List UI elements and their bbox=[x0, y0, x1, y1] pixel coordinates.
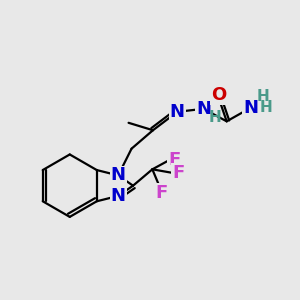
Text: H: H bbox=[260, 100, 272, 116]
Text: N: N bbox=[170, 103, 185, 121]
Text: N: N bbox=[196, 100, 211, 118]
Text: F: F bbox=[172, 164, 184, 182]
Text: N: N bbox=[111, 167, 126, 184]
Text: H: H bbox=[256, 89, 269, 104]
Text: F: F bbox=[168, 152, 180, 169]
Text: N: N bbox=[243, 99, 258, 117]
Text: H: H bbox=[208, 110, 221, 125]
Text: N: N bbox=[111, 187, 126, 205]
Text: O: O bbox=[211, 86, 226, 104]
Text: F: F bbox=[155, 184, 167, 202]
